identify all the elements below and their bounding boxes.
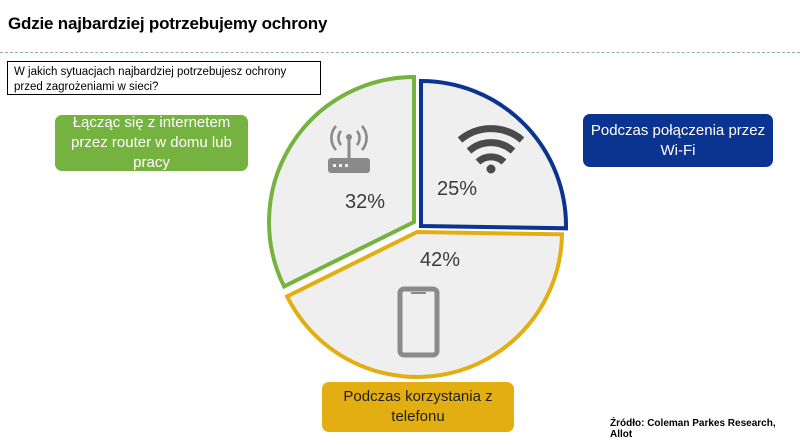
legend-label-router-home: Łącząc się z internetem przez router w d… [55,114,248,171]
value-label-wifi: 25% [437,178,477,200]
value-label-router-home: 32% [345,191,385,213]
value-label-phone: 42% [420,249,460,271]
pie-slice-phone [284,229,565,379]
router-icon [328,125,370,173]
legend-label-phone: Podczas korzystania z telefonu [322,382,514,432]
pie-slice-router-home [267,74,416,290]
legend-label-wifi: Podczas połączenia przez Wi-Fi [583,114,773,167]
page-title: Gdzie najbardziej potrzebujemy ochrony [8,14,328,33]
source-note: Źródło: Coleman Parkes Research, Allot [610,418,776,440]
wifi-icon [457,125,525,174]
smartphone-icon [397,286,440,358]
survey-question: W jakich sytuacjach najbardziej potrzebu… [7,61,321,95]
header-divider [0,52,800,53]
